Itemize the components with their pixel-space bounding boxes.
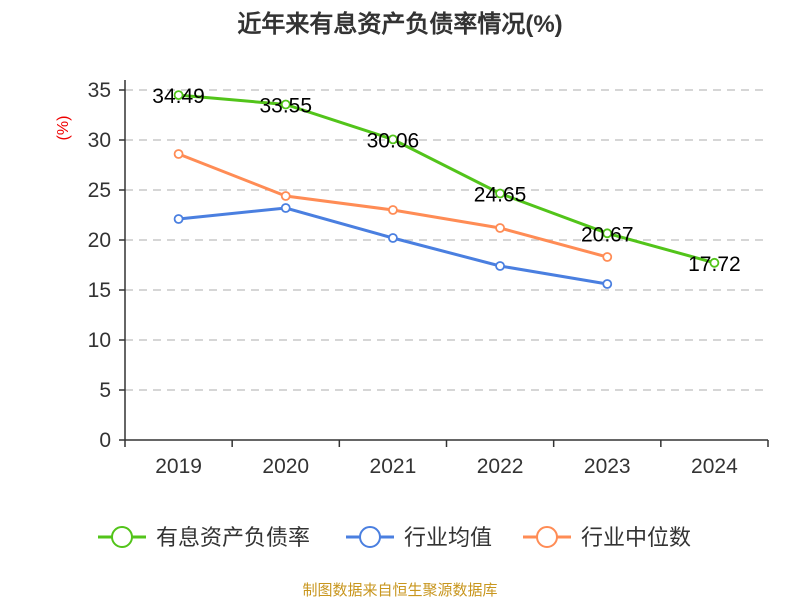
y-tick-label: 5 [99,379,111,402]
x-tick-label: 2021 [370,455,417,478]
legend-label: 有息资产负债率 [156,525,310,550]
y-axis-label: (%) [55,116,72,141]
data-point [173,90,184,100]
data-point [495,223,505,233]
data-point [388,134,398,145]
x-tick-label: 2019 [155,455,202,478]
y-tick-label: 10 [88,329,111,352]
y-tick-label: 25 [88,179,111,202]
legend-item: 行业中位数 [523,525,691,550]
x-tick-label: 2023 [584,455,631,478]
legend-marker-icon [536,526,558,548]
data-point [388,233,398,243]
legend-marker-icon [111,526,133,548]
series-line [178,206,608,286]
data-point [173,214,184,224]
legend-label: 行业均值 [404,525,492,550]
x-tick-label: 2024 [691,455,738,478]
source-note: 制图数据来自恒生聚源数据库 [302,582,497,599]
data-point [280,203,291,213]
data-point [709,257,720,268]
y-tick-label: 15 [88,279,111,302]
legend-item: 有息资产负债率 [98,525,310,550]
data-label: 34.49 [152,85,205,108]
data-label: 17.72 [688,253,741,276]
data-point [602,252,613,262]
y-tick-label: 30 [88,129,111,152]
y-tick-label: 35 [88,79,111,102]
data-label: 20.67 [581,223,634,246]
data-point [495,188,505,199]
data-point [173,149,184,159]
series-line [178,93,715,265]
data-point [388,205,398,215]
legend-label: 行业中位数 [581,525,691,550]
x-tick-label: 2022 [477,455,524,478]
data-point [280,191,291,201]
data-point [495,261,505,271]
data-label: 30.06 [367,129,420,152]
legend-marker-icon [359,526,381,548]
y-tick-label: 20 [88,229,111,252]
data-label: 24.65 [474,184,527,207]
data-point [602,228,613,239]
x-tick-label: 2020 [262,455,309,478]
y-tick-label: 0 [99,429,111,452]
data-point [602,279,613,289]
legend-item: 行业均值 [346,525,492,550]
data-point [280,99,291,110]
data-label: 33.55 [259,95,312,118]
chart-title: 近年来有息资产负债率情况(%) [237,10,562,38]
